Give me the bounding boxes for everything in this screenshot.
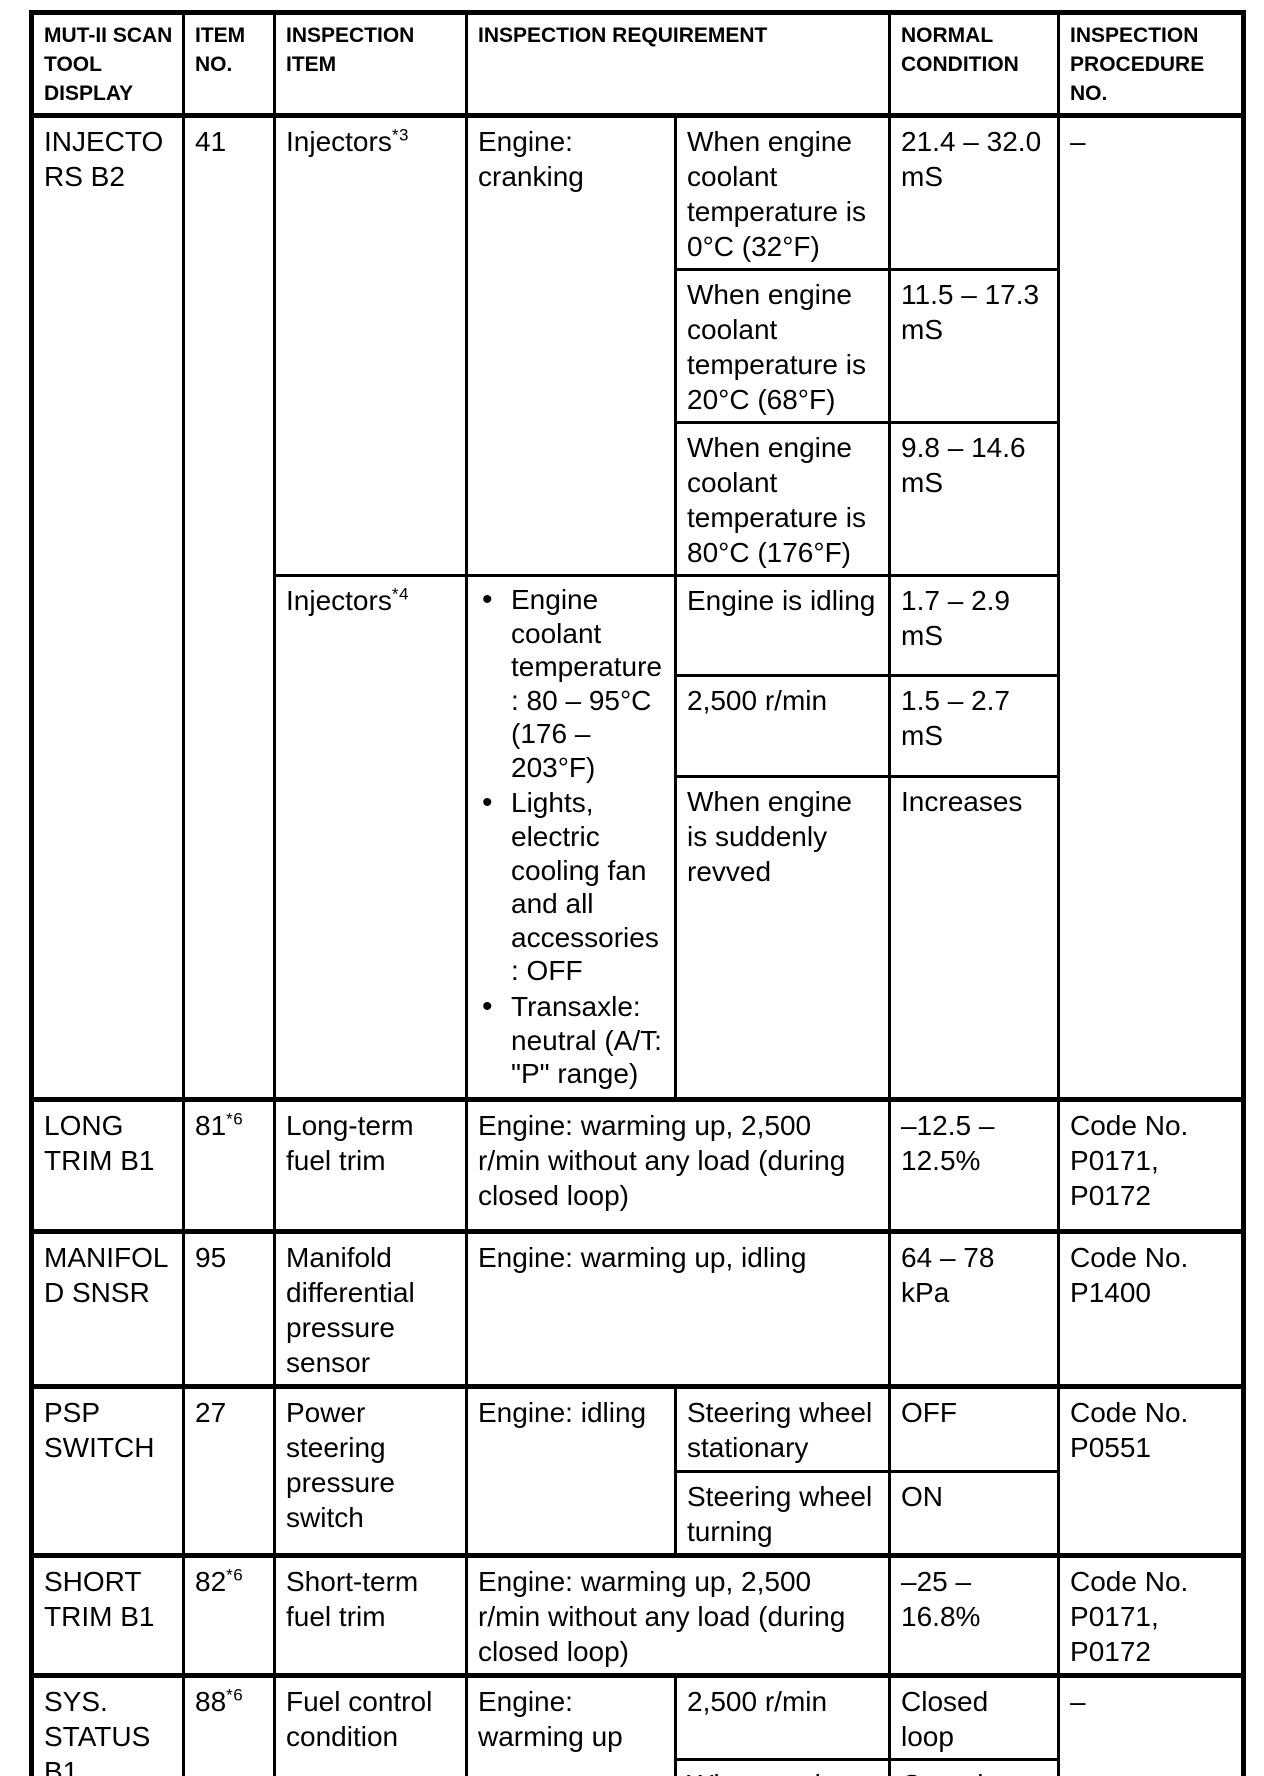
cell-cond-psp-stationary: Steering wheel stationary [673,1383,892,1473]
cell-cond-sys-2500: 2,500 r/min [673,1672,892,1761]
item-footnote-marker: *6 [226,1109,244,1129]
cell-procedure-long-trim-b1: Code No. P0171, P0172 [1057,1096,1246,1233]
row-psp-switch-turning: Steering wheel turning ON [32,1469,1244,1557]
item-number: 81 [195,1109,227,1141]
cell-cond-injectors4-2500: 2,500 r/min [673,674,892,778]
cell-procedure-sys-status-b1: – [1057,1672,1246,1776]
cell-display-injectors-b2: INJECTORS B2 [30,113,185,1101]
injectors4-requirement-list: Engine coolant temperature : 80 – 95°C (… [478,582,665,1091]
cell-cond-injectors3-80c: When engine coolant temperature is 80°C … [673,420,892,577]
cell-cond-psp-turning: Steering wheel turning [673,1469,892,1557]
cell-item-manifold-snsr: Manifold differential pressure sensor [273,1228,468,1388]
cell-normal-sys-revved: Open loop – drive condition [888,1757,1061,1776]
cell-item-psp-switch: Power steering pressure switch [273,1383,468,1557]
col-header-inspection-requirement: INSPECTION REQUIREMENT [464,11,892,118]
row-injectors3-80c: When engine coolant temperature is 80°C … [32,420,1244,577]
cell-item-long-trim-b1: Long-term fuel trim [273,1096,468,1233]
cell-normal-injectors4-idling: 1.7 – 2.9 mS [888,573,1061,678]
cell-itemno-injectors-b2: 41 [182,113,276,1101]
item-footnote-marker: *6 [226,1565,244,1585]
cell-display-short-trim-b1: SHORT TRIM B1 [30,1552,185,1677]
col-header-normal-condition: NORMAL CONDITION [888,11,1061,118]
injectors4-label: Injectors [286,584,392,616]
cell-normal-injectors3-0c: 21.4 – 32.0 mS [888,113,1061,271]
cell-normal-injectors4-2500: 1.5 – 2.7 mS [888,674,1061,778]
cell-itemno-manifold-snsr: 95 [182,1228,276,1388]
cell-item-injectors3: Injectors*3 [273,113,468,577]
cell-itemno-short-trim-b1: 82*6 [182,1552,276,1677]
injectors3-label: Injectors [286,125,392,157]
item-number: 88 [195,1685,227,1717]
cell-req-long-trim-b1: Engine: warming up, 2,500 r/min without … [464,1096,892,1233]
cell-display-long-trim-b1: LONG TRIM B1 [30,1096,185,1233]
cell-cond-injectors3-20c: When engine coolant temperature is 20°C … [673,267,892,424]
row-injectors4-idling: Injectors*4 Engine coolant temperature :… [32,573,1244,1101]
cell-procedure-short-trim-b1: Code No. P0171, P0172 [1057,1552,1246,1677]
row-psp-switch-stationary: PSP SWITCH 27 Power steering pressure sw… [30,1383,1246,1557]
cell-normal-long-trim-b1: –12.5 – 12.5% [888,1096,1061,1233]
cell-item-sys-status-b1: Fuel control condition [273,1672,468,1776]
cell-cond-injectors4-idling: Engine is idling [673,573,892,678]
row-injectors3-20c: When engine coolant temperature is 20°C … [32,267,1244,424]
scan-tool-reference-table: MUT-II SCAN TOOL DISPLAY ITEM NO. INSPEC… [29,10,1247,1776]
cell-procedure-manifold-snsr: Code No. P1400 [1057,1228,1246,1388]
col-header-item-no: ITEM NO. [182,11,276,118]
cell-itemno-sys-status-b1: 88*6 [182,1672,276,1776]
cell-req-manifold-snsr: Engine: warming up, idling [464,1228,892,1388]
cell-normal-injectors4-revved: Increases [888,775,1061,1101]
cell-normal-short-trim-b1: –25 – 16.8% [888,1552,1061,1677]
requirement-bullet: Engine coolant temperature : 80 – 95°C (… [478,582,665,785]
cell-itemno-psp-switch: 27 [182,1383,276,1557]
cell-normal-manifold-snsr: 64 – 78 kPa [888,1228,1061,1388]
row-injectors3-0c: INJECTORS B2 41 Injectors*3 Engine: cran… [30,113,1246,1101]
cell-cond-injectors3-0c: When engine coolant temperature is 0°C (… [673,113,892,271]
cell-req-injectors4: Engine coolant temperature : 80 – 95°C (… [465,573,677,1101]
injectors4-footnote-marker: *4 [391,584,409,604]
cell-normal-psp-stationary: OFF [888,1383,1061,1473]
injectors3-footnote-marker: *3 [391,125,409,145]
cell-normal-injectors3-80c: 9.8 – 14.6 mS [888,420,1061,577]
cell-normal-psp-turning: ON [888,1469,1061,1557]
cell-cond-injectors4-revved: When engine is suddenly revved [673,775,892,1101]
col-header-scan-tool-display: MUT-II SCAN TOOL DISPLAY [30,11,185,118]
cell-display-sys-status-b1: SYS. STATUS B1 [30,1672,185,1776]
col-header-inspection-procedure-no: INSPECTION PROCEDURE NO. [1057,11,1246,118]
row-injectors4-revved: When engine is suddenly revved Increases [32,775,1244,1101]
cell-item-short-trim-b1: Short-term fuel trim [273,1552,468,1677]
col-header-inspection-item: INSPECTION ITEM [273,11,468,118]
item-number: 82 [195,1565,227,1597]
cell-req-injectors3: Engine: cranking [465,113,677,577]
header-row: MUT-II SCAN TOOL DISPLAY ITEM NO. INSPEC… [30,11,1246,118]
cell-procedure-psp-switch: Code No. P0551 [1057,1383,1246,1557]
item-footnote-marker: *6 [226,1685,244,1705]
row-sys-status-2500: SYS. STATUS B1 88*6 Fuel control conditi… [30,1672,1246,1776]
requirement-bullet: Lights, electric cooling fan and all acc… [478,785,665,988]
cell-display-manifold-snsr: MANIFOLD SNSR [30,1228,185,1388]
cell-req-sys-status-b1: Engine: warming up [465,1672,677,1776]
cell-cond-sys-revved: When engine is suddenly revved [673,1757,892,1776]
row-short-trim-b1: SHORT TRIM B1 82*6 Short-term fuel trim … [30,1552,1246,1677]
cell-display-psp-switch: PSP SWITCH [30,1383,185,1557]
cell-itemno-long-trim-b1: 81*6 [182,1096,276,1233]
requirement-bullet: Transaxle: neutral (A/T: "P" range) [478,989,665,1091]
cell-normal-sys-2500: Closed loop [888,1672,1061,1761]
row-sys-status-revved: When engine is suddenly revved Open loop… [32,1757,1244,1776]
row-long-trim-b1: LONG TRIM B1 81*6 Long-term fuel trim En… [30,1096,1246,1233]
cell-normal-injectors3-20c: 11.5 – 17.3 mS [888,267,1061,424]
row-manifold-snsr: MANIFOLD SNSR 95 Manifold differential p… [30,1228,1246,1388]
row-injectors4-2500: 2,500 r/min 1.5 – 2.7 mS [32,674,1244,778]
cell-item-injectors4: Injectors*4 [273,573,468,1101]
cell-req-psp-switch: Engine: idling [465,1383,677,1557]
cell-req-short-trim-b1: Engine: warming up, 2,500 r/min without … [464,1552,892,1677]
cell-procedure-injectors-b2: – [1057,113,1246,1101]
